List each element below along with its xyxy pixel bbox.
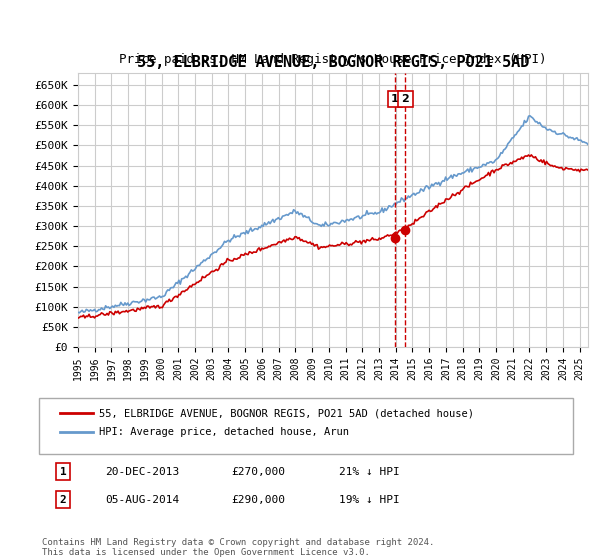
- Text: 2: 2: [401, 94, 409, 104]
- Text: 1: 1: [391, 94, 399, 104]
- Text: 20-DEC-2013: 20-DEC-2013: [105, 466, 179, 477]
- Text: 1: 1: [59, 466, 67, 477]
- Text: £290,000: £290,000: [231, 494, 285, 505]
- Title: 55, ELBRIDGE AVENUE, BOGNOR REGIS, PO21 5AD: 55, ELBRIDGE AVENUE, BOGNOR REGIS, PO21 …: [137, 55, 529, 70]
- Text: £270,000: £270,000: [231, 466, 285, 477]
- Text: 05-AUG-2014: 05-AUG-2014: [105, 494, 179, 505]
- Text: 19% ↓ HPI: 19% ↓ HPI: [339, 494, 400, 505]
- Text: Price paid vs. HM Land Registry's House Price Index (HPI): Price paid vs. HM Land Registry's House …: [119, 53, 547, 66]
- Text: Contains HM Land Registry data © Crown copyright and database right 2024.
This d: Contains HM Land Registry data © Crown c…: [42, 538, 434, 557]
- Text: 55, ELBRIDGE AVENUE, BOGNOR REGIS, PO21 5AD (detached house): 55, ELBRIDGE AVENUE, BOGNOR REGIS, PO21 …: [99, 408, 474, 418]
- Text: 2: 2: [59, 494, 67, 505]
- Text: 21% ↓ HPI: 21% ↓ HPI: [339, 466, 400, 477]
- Text: HPI: Average price, detached house, Arun: HPI: Average price, detached house, Arun: [99, 427, 349, 437]
